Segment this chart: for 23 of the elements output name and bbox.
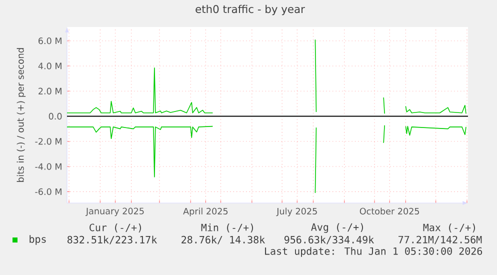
text: Max (-/+) [423,224,475,232]
y-tick-label: -2.0 M [35,138,62,145]
y-tick-label: 4.0 M [38,62,62,70]
text: Min (-/+) [201,224,253,232]
y-axis-title: bits in (-) / out (+) per second [16,48,26,182]
chart-title: eth0 traffic - by year [196,4,305,16]
y-tick-label: -6.0 M [35,188,62,196]
y-tick-label: 6.0 M [38,38,62,44]
x-tick-label: January 2025 [86,208,144,216]
y-tick-label: 2.0 M [38,88,62,94]
text: Last update: Thu Jan 1 05:30:00 2026 [265,247,482,257]
y-tick-label: -4.0 M [35,163,62,170]
text: 956.63k/334.49k [284,236,374,244]
x-tick-label: July 2025 [276,208,317,216]
text: Cur (-/+) [90,224,142,232]
legend-label: bps [30,235,46,245]
x-tick-label: October 2025 [360,208,420,215]
text: Avg (-/+) [311,223,363,233]
x-tick-label: April 2025 [183,208,228,216]
text: 832.51k/223.17k [68,236,158,244]
text: 77.21M/142.56M [398,236,482,244]
text: 28.76k/ 14.38k [182,236,265,244]
y-tick-label: 0.0 [48,112,62,120]
